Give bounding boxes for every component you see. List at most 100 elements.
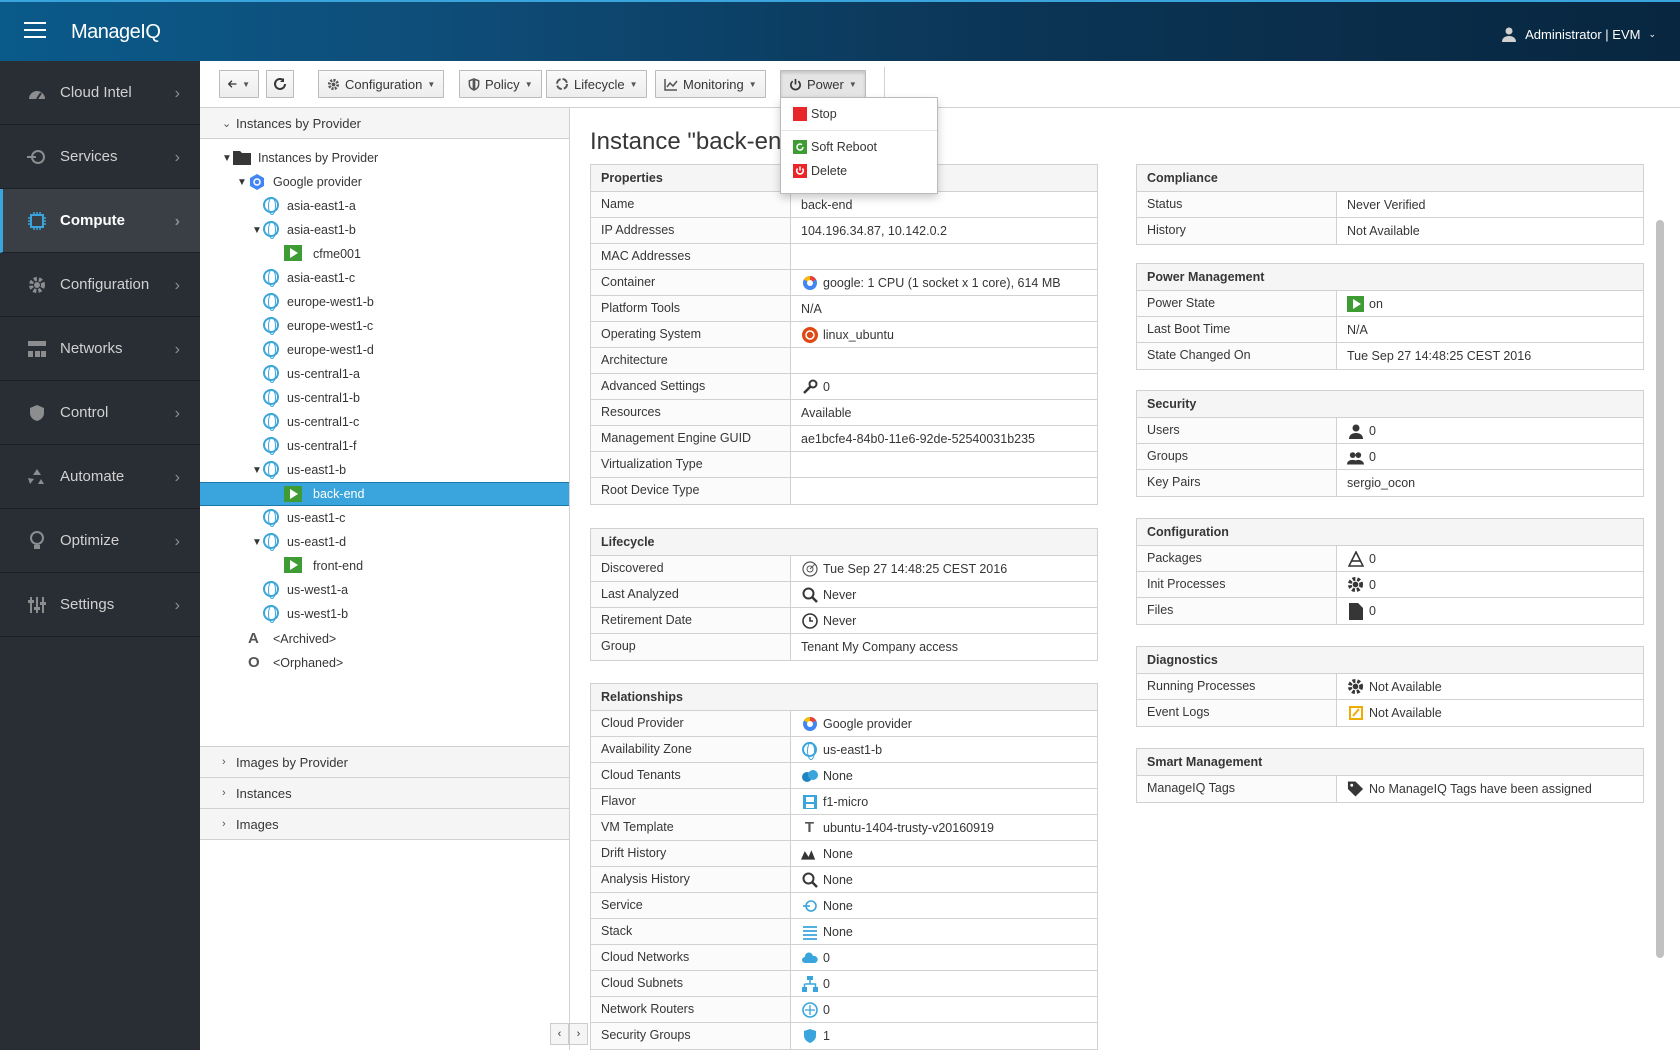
- shield-icon: [26, 402, 48, 424]
- scrollbar[interactable]: [1656, 220, 1664, 958]
- tree-node[interactable]: back-end: [200, 482, 569, 506]
- configuration-dropdown[interactable]: Configuration ▼: [318, 70, 445, 98]
- vertical-nav: Cloud Intel › Services › Compute › Configurati…: [0, 61, 200, 1050]
- tree-node[interactable]: us-central1-f: [200, 434, 569, 458]
- vm-running-icon: [284, 486, 302, 504]
- tree-node[interactable]: A <Archived>: [200, 627, 569, 651]
- property-value-cell[interactable]: None: [791, 763, 1097, 788]
- power-delete-item[interactable]: Delete: [781, 159, 937, 183]
- expand-toggle-icon[interactable]: ▼: [252, 464, 262, 476]
- property-value-cell: Tenant My Company access: [791, 634, 1097, 660]
- expand-toggle-icon[interactable]: ▼: [237, 176, 247, 188]
- accordion-instances[interactable]: › Instances: [200, 778, 569, 809]
- power-dropdown[interactable]: Power ▼: [780, 70, 866, 98]
- collapse-left-button[interactable]: ‹: [550, 1023, 569, 1045]
- property-value-cell[interactable]: None: [791, 841, 1097, 866]
- nav-item-optimize[interactable]: Optimize ›: [0, 509, 200, 573]
- nav-item-services[interactable]: Services ›: [0, 125, 200, 189]
- property-value-cell[interactable]: None: [791, 919, 1097, 944]
- tree-node[interactable]: us-west1-a: [200, 578, 569, 602]
- property-value-cell[interactable]: 0: [791, 997, 1097, 1022]
- accordion-images[interactable]: › Images: [200, 809, 569, 840]
- property-value-cell[interactable]: 0: [1337, 418, 1643, 443]
- property-value-cell[interactable]: 0: [791, 971, 1097, 996]
- tree-node[interactable]: us-east1-c: [200, 506, 569, 530]
- accordion-images-by-provider[interactable]: › Images by Provider: [200, 747, 569, 778]
- property-value-cell[interactable]: 0: [1337, 572, 1643, 597]
- relationships-table: Relationships Cloud Provider Google provid…: [590, 683, 1098, 1050]
- tree-node[interactable]: ▼ us-east1-d: [200, 530, 569, 554]
- archived-icon: A: [248, 630, 259, 647]
- tree-node[interactable]: us-central1-b: [200, 386, 569, 410]
- tree-node[interactable]: ▼ asia-east1-b: [200, 218, 569, 242]
- power-soft-reboot-item[interactable]: Soft Reboot: [781, 135, 937, 159]
- chevron-right-icon: ›: [174, 405, 180, 422]
- nav-item-control[interactable]: Control ›: [0, 381, 200, 445]
- nav-item-configuration[interactable]: Configuration ›: [0, 253, 200, 317]
- back-button[interactable]: ▼: [219, 70, 259, 98]
- property-value-cell[interactable]: 0: [1337, 444, 1643, 469]
- section-title: Relationships: [591, 684, 1097, 711]
- nav-item-compute[interactable]: Compute ›: [0, 189, 200, 253]
- tree-node[interactable]: asia-east1-c: [200, 266, 569, 290]
- accordion-title: Instances by Provider: [236, 115, 362, 131]
- property-value-cell[interactable]: Not Available: [1337, 674, 1643, 699]
- property-value-cell[interactable]: Google provider: [791, 711, 1097, 736]
- sliders-icon: [26, 594, 48, 616]
- tree-node[interactable]: us-west1-b: [200, 602, 569, 626]
- expand-toggle-icon[interactable]: ▼: [222, 152, 232, 164]
- property-value-cell[interactable]: Tue Sep 27 14:48:25 CEST 2016: [791, 556, 1097, 581]
- property-value-cell[interactable]: Never: [791, 582, 1097, 607]
- tree-node[interactable]: europe-west1-b: [200, 290, 569, 314]
- monitoring-dropdown[interactable]: Monitoring ▼: [655, 70, 766, 98]
- property-value-cell: back-end: [791, 192, 1097, 217]
- property-value-cell[interactable]: None: [791, 893, 1097, 918]
- expand-toggle-icon[interactable]: ▼: [252, 224, 262, 236]
- property-value-cell[interactable]: 0: [791, 945, 1097, 970]
- property-value-cell[interactable]: No ManageIQ Tags have been assigned: [1337, 776, 1643, 802]
- property-value-cell[interactable]: 0: [791, 374, 1097, 399]
- property-value-cell[interactable]: on: [1337, 291, 1643, 316]
- property-value-cell[interactable]: None: [791, 867, 1097, 892]
- tree-node[interactable]: cfme001: [200, 242, 569, 266]
- power-stop-item[interactable]: Stop: [781, 102, 937, 126]
- tree-node[interactable]: O <Orphaned>: [200, 651, 569, 675]
- tree-node[interactable]: us-central1-c: [200, 410, 569, 434]
- property-value-cell: [791, 452, 1097, 477]
- expand-right-button[interactable]: ›: [569, 1023, 588, 1045]
- property-value-cell[interactable]: Not Available: [1337, 700, 1643, 726]
- lifecycle-dropdown[interactable]: Lifecycle ▼: [546, 70, 647, 98]
- expand-toggle-icon[interactable]: ▼: [252, 536, 262, 548]
- property-value-cell[interactable]: 1: [791, 1023, 1097, 1049]
- property-value-cell[interactable]: f1-micro: [791, 789, 1097, 814]
- property-value-cell[interactable]: Never: [791, 608, 1097, 633]
- tree-node[interactable]: front-end: [200, 554, 569, 578]
- tree-node[interactable]: us-central1-a: [200, 362, 569, 386]
- tree-node[interactable]: europe-west1-d: [200, 338, 569, 362]
- accordion-instances-by-provider[interactable]: ⌄ Instances by Provider: [200, 108, 569, 139]
- property-value-cell[interactable]: 0: [1337, 546, 1643, 571]
- user-icon: [1347, 422, 1364, 439]
- user-menu[interactable]: Administrator | EVM ⌄: [1501, 26, 1656, 42]
- nav-item-networks[interactable]: Networks ›: [0, 317, 200, 381]
- policy-dropdown[interactable]: Policy ▼: [459, 70, 542, 98]
- nav-item-automate[interactable]: Automate ›: [0, 445, 200, 509]
- property-value-cell[interactable]: us-east1-b: [791, 737, 1097, 762]
- brand-logo[interactable]: ManageIQ: [71, 21, 161, 43]
- tree-node[interactable]: ▼ us-east1-b: [200, 458, 569, 482]
- property-value-cell[interactable]: 0: [1337, 598, 1643, 624]
- tree-node[interactable]: ▼ Google provider: [200, 170, 569, 194]
- delete-icon: [793, 164, 807, 178]
- nav-item-settings[interactable]: Settings ›: [0, 573, 200, 637]
- hamburger-menu-icon[interactable]: [24, 22, 46, 38]
- property-row: Retirement Date Never: [591, 608, 1097, 634]
- property-value-cell[interactable]: google: 1 CPU (1 socket x 1 core), 614 M…: [791, 270, 1097, 295]
- reload-button[interactable]: [266, 70, 294, 98]
- nav-item-cloud-intel[interactable]: Cloud Intel ›: [0, 61, 200, 125]
- tree-node[interactable]: asia-east1-a: [200, 194, 569, 218]
- tree-node[interactable]: europe-west1-c: [200, 314, 569, 338]
- tree-node-label: us-central1-f: [287, 439, 357, 453]
- property-value-cell[interactable]: linux_ubuntu: [791, 322, 1097, 347]
- tree-node[interactable]: ▼ Instances by Provider: [200, 146, 569, 170]
